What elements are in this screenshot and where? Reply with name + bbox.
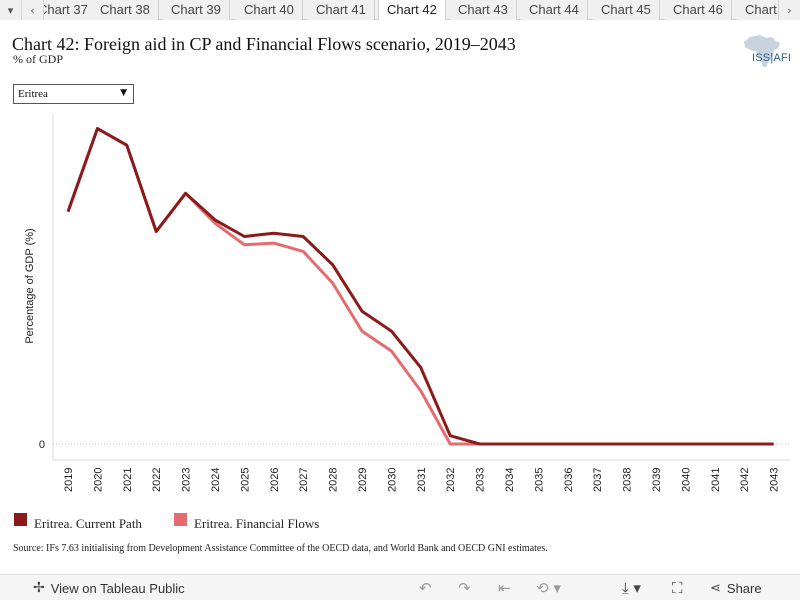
view-on-tableau-button[interactable]: ✢ View on Tableau Public [33, 575, 185, 600]
fullscreen-button[interactable]: ⛶ [672, 575, 683, 600]
source-note: Source: IFs 7.63 initialising from Devel… [13, 543, 548, 554]
undo-button[interactable]: ↶ [419, 575, 432, 600]
tableau-icon: ✢ [33, 580, 45, 596]
tab-chart-42[interactable]: Chart 42 [378, 0, 446, 20]
x-ticks: 2019 2020 2021 2022 2023 2024 2025 2026 2027 2028… [63, 468, 781, 492]
y-ticks: 0 [39, 439, 45, 451]
chart-svg: 0 2019 2020 2021 2022 2023 2024 2025 2026 2027 20… [24, 114, 790, 492]
redo-icon: ↷ [458, 579, 471, 597]
legend-label: Eritrea. Financial Flows [194, 516, 320, 531]
legend-label: Eritrea. Current Path [34, 516, 142, 531]
x-tick-label: 2040 [680, 468, 692, 492]
page-title: Chart 42: Foreign aid in CP and Financia… [12, 34, 516, 54]
x-tick-label: 2026 [269, 468, 281, 492]
x-tick-label: 2020 [92, 468, 104, 492]
x-tick-label: 2032 [445, 468, 457, 492]
legend-swatch [174, 513, 187, 526]
view-on-tableau-label: View on Tableau Public [50, 580, 185, 596]
tab-chart-41[interactable]: Chart 41 [308, 0, 375, 20]
redo-button[interactable]: ↷ [458, 575, 471, 600]
country-select[interactable]: Eritrea ▼ [13, 84, 134, 104]
x-tick-label: 2025 [239, 468, 251, 492]
share-button[interactable]: ⋖ Share [710, 575, 762, 600]
tab-chart-38[interactable]: Chart 38 [92, 0, 159, 20]
x-tick-label: 2043 [769, 468, 781, 492]
x-tick-label: 2019 [63, 468, 75, 492]
x-tick-label: 2033 [475, 468, 487, 492]
tab-chart-37[interactable]: Chart 37 [44, 0, 97, 20]
tab-chart-40[interactable]: Chart 40 [236, 0, 303, 20]
x-tick-label: 2031 [416, 468, 428, 492]
download-button[interactable]: ⤓ ▾ [622, 575, 641, 600]
tab-chart-44[interactable]: Chart 44 [521, 0, 588, 20]
share-icon: ⋖ [710, 580, 721, 596]
chevron-left-icon[interactable]: ‹ [22, 0, 44, 20]
x-tick-label: 2022 [151, 468, 163, 492]
tab-chart-45[interactable]: Chart 45 [593, 0, 660, 20]
series-line-financial-flows[interactable] [66, 127, 774, 446]
x-tick-label: 2027 [298, 468, 310, 492]
share-label: Share [726, 580, 762, 596]
series-lines [66, 127, 774, 446]
revert-icon: ⇤ [498, 579, 511, 597]
page-subtitle: % of GDP [13, 52, 63, 66]
line-chart: 0 2019 2020 2021 2022 2023 2024 2025 2026 2027 20… [0, 108, 800, 508]
x-tick-label: 2021 [122, 468, 134, 492]
chevron-down-icon[interactable]: ▾ [0, 0, 22, 20]
x-tick-label: 2035 [533, 468, 545, 492]
fullscreen-icon: ⛶ [672, 579, 683, 597]
x-tick-label: 2042 [739, 468, 751, 492]
series-line-current-path[interactable] [66, 127, 774, 446]
x-tick-label: 2030 [386, 468, 398, 492]
x-tick-label: 2029 [357, 468, 369, 492]
x-tick-label: 2037 [592, 468, 604, 492]
tab-chart-46[interactable]: Chart 46 [665, 0, 732, 20]
tab-chart-47[interactable]: Chart 47 [737, 0, 778, 20]
refresh-button[interactable]: ⟲ ▾ [536, 575, 561, 600]
tableau-toolbar: ✢ View on Tableau Public ↶ ↷ ⇤ ⟲ ▾ ⤓ ▾ ⛶… [0, 574, 800, 600]
logo-text: ISS|AFI [752, 52, 792, 64]
x-tick-label: 2039 [651, 468, 663, 492]
legend-swatch [14, 513, 27, 526]
x-tick-label: 2038 [622, 468, 634, 492]
revert-button[interactable]: ⇤ [498, 575, 511, 600]
country-select-value: Eritrea [18, 88, 48, 100]
refresh-icon: ⟲ ▾ [536, 579, 561, 597]
y-axis-label: Percentage of GDP (%) [24, 228, 36, 343]
undo-icon: ↶ [419, 579, 432, 597]
x-tick-label: 2034 [504, 468, 516, 492]
x-tick-label: 2036 [563, 468, 575, 492]
africa-map-logo-icon [744, 35, 780, 67]
tab-strip: Chart 37 Chart 38 Chart 39 Chart 40 Char… [44, 0, 778, 20]
x-tick-label: 2028 [328, 468, 340, 492]
tab-bar: ▾ ‹ Chart 37 Chart 38 Chart 39 Chart 40 … [0, 0, 800, 20]
dropdown-arrow-icon: ▼ [120, 88, 127, 98]
x-tick-label: 2023 [181, 468, 193, 492]
download-icon: ⤓ ▾ [622, 579, 641, 597]
tab-chart-39[interactable]: Chart 39 [163, 0, 230, 20]
tab-chart-43[interactable]: Chart 43 [450, 0, 517, 20]
x-tick-label: 2024 [210, 468, 222, 492]
x-tick-label: 2041 [710, 468, 722, 492]
chevron-right-icon[interactable]: › [778, 0, 800, 20]
y-tick-label: 0 [39, 439, 45, 451]
